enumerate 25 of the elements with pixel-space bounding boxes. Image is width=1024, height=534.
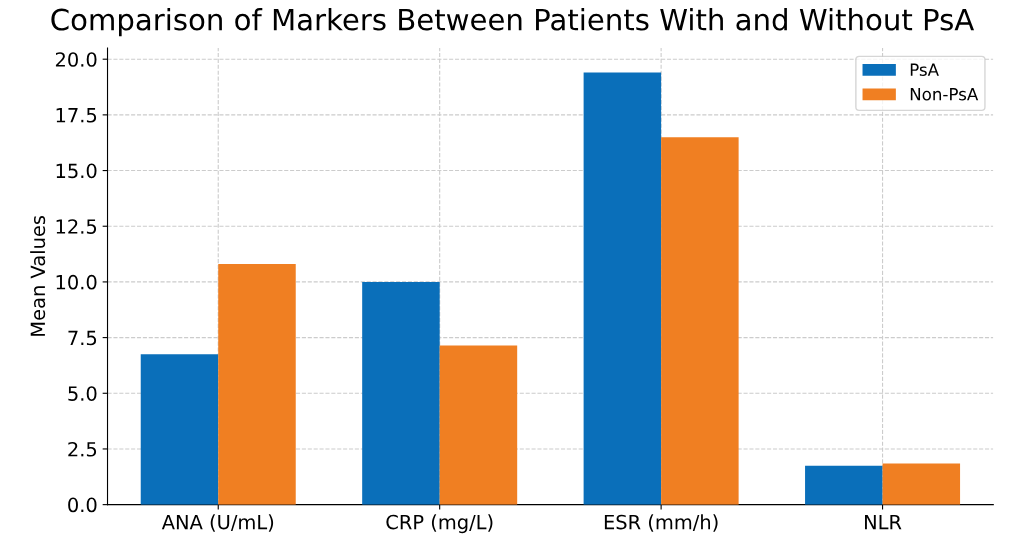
y-tick-label: 5.0 bbox=[68, 386, 97, 401]
x-tick-label: ANA (U/mL) bbox=[161, 514, 274, 532]
y-tick-label: 17.5 bbox=[56, 108, 97, 123]
legend-label: PsA bbox=[910, 63, 939, 76]
bar bbox=[661, 137, 739, 505]
bar bbox=[805, 465, 883, 505]
legend-label: Non-PsA bbox=[910, 88, 979, 101]
x-tick-label: NLR bbox=[865, 514, 902, 530]
bar bbox=[583, 72, 662, 505]
chart-title: Comparison of Markers Between Patients With and Without PsA bbox=[51, 8, 975, 37]
y-tick-label: 2.5 bbox=[68, 441, 97, 457]
bar bbox=[218, 264, 296, 505]
bar bbox=[882, 463, 961, 505]
bar bbox=[140, 354, 219, 505]
y-axis-title: Mean Values bbox=[30, 215, 46, 336]
bar bbox=[362, 281, 440, 505]
y-tick-label: 20.0 bbox=[55, 52, 97, 67]
x-tick-label: CRP (mg/L) bbox=[386, 514, 493, 534]
x-tick-label: ESR (mm/h) bbox=[604, 514, 718, 532]
y-tick-label: 0.0 bbox=[68, 497, 97, 513]
bar bbox=[439, 345, 518, 505]
y-tick-label: 12.5 bbox=[56, 219, 97, 234]
y-tick-label: 15.0 bbox=[56, 163, 97, 179]
y-tick-label: 10.0 bbox=[56, 274, 97, 290]
y-tick-label: 7.5 bbox=[68, 330, 97, 346]
